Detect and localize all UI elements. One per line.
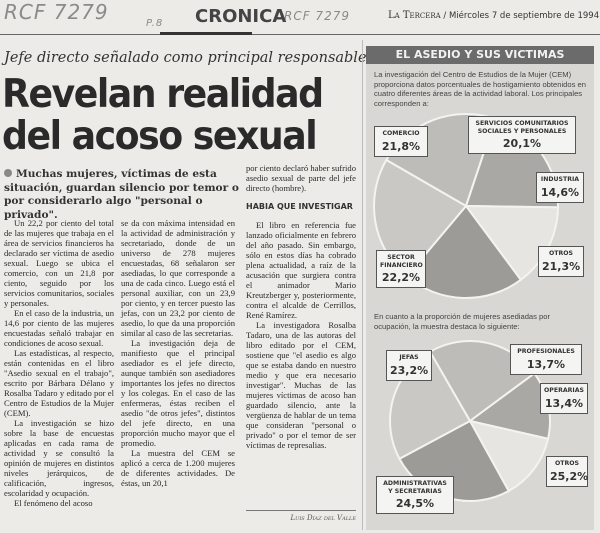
publication-date: / Miércoles 7 de septiembre de 1994 bbox=[443, 11, 600, 21]
deck: Muchas mujeres, víctimas de esta situaci… bbox=[4, 168, 244, 222]
article-column-1: Un 22,2 por ciento del total de las muje… bbox=[4, 218, 114, 508]
pie-slice bbox=[468, 419, 550, 493]
article-column-2: se da con máxima intensidad en la activi… bbox=[121, 218, 235, 488]
slice-label: JEFAS bbox=[399, 354, 419, 361]
paragraph: El fenómeno del acoso bbox=[14, 498, 93, 508]
header-rule bbox=[0, 34, 600, 35]
slice-value: 24,5% bbox=[395, 497, 435, 510]
paragraph: La investigación se hizo sobre la base d… bbox=[4, 418, 114, 498]
slice-value: 25,2% bbox=[550, 469, 589, 483]
pie-label: JEFAS 23,2% bbox=[386, 350, 432, 381]
infographic-intro: La investigación del Centro de Estudios … bbox=[374, 70, 586, 108]
paragraph: se da con máxima intensidad en la activi… bbox=[121, 218, 235, 338]
headline-line: Revelan realidad bbox=[2, 72, 324, 117]
publication-line: La Tercera / Miércoles 7 de septiembre d… bbox=[388, 10, 599, 21]
section-title: CRONICA bbox=[195, 6, 287, 27]
subheading: HABIA QUE INVESTIGAR bbox=[246, 202, 353, 211]
handwritten-page-note: P.8 bbox=[146, 18, 164, 29]
pie-label: INDUSTRIA 14,6% bbox=[536, 172, 584, 203]
headline: Revelan realidad del acoso sexual bbox=[2, 74, 337, 158]
pie-label: OPERARIAS 13,4% bbox=[540, 383, 588, 414]
paragraph: Un 22,2 por ciento del total de las muje… bbox=[4, 218, 114, 308]
infographic-intro: En cuanto a la proporción de mujeres ase… bbox=[374, 312, 551, 331]
pie-label: OTROS 25,2% bbox=[546, 456, 588, 487]
handwritten-note: RCF 7279 bbox=[284, 9, 350, 23]
header-rule-accent bbox=[160, 32, 252, 35]
slice-value: 14,6% bbox=[540, 185, 580, 199]
article-column-3: por ciento declaró haber sufrido asedio … bbox=[246, 163, 356, 450]
slice-label: SERVICIOS COMUNITARIOS SOCIALES Y PERSON… bbox=[475, 120, 569, 135]
bullet-icon bbox=[4, 169, 12, 177]
paragraph: El libro en referencia fue lanzado ofici… bbox=[246, 220, 356, 320]
paragraph: En el caso de la industria, un 14,6 por … bbox=[4, 308, 114, 348]
paragraph: La investigación deja de manifiesto que … bbox=[121, 338, 235, 448]
pie-label: OTROS 21,3% bbox=[538, 246, 584, 277]
infographic-title: EL ASEDIO Y SUS VICTIMAS bbox=[366, 46, 594, 64]
handwritten-note: RCF 7279 bbox=[4, 0, 109, 24]
paragraph: La investigadora Rosalba Tadaro, una de … bbox=[246, 320, 356, 450]
slice-value: 22,2% bbox=[381, 271, 421, 284]
paragraph: por ciento declaró haber sufrido asedio … bbox=[246, 163, 356, 193]
slice-label: OTROS bbox=[549, 250, 573, 257]
pie-label: PROFESIONALES 13,7% bbox=[510, 344, 582, 375]
kicker: Jefe directo señalado como principal res… bbox=[4, 50, 367, 66]
slice-label: INDUSTRIA bbox=[540, 176, 580, 183]
pie-label: COMERCIO 21,8% bbox=[374, 126, 428, 157]
slice-value: 21,8% bbox=[381, 139, 421, 153]
headline-line: del acoso sexual bbox=[2, 114, 318, 159]
slice-value: 13,7% bbox=[526, 357, 566, 371]
pie-label: SERVICIOS COMUNITARIOS SOCIALES Y PERSON… bbox=[468, 116, 576, 154]
slice-label: COMERCIO bbox=[382, 130, 420, 137]
slice-value: 20,1% bbox=[502, 137, 542, 150]
deck-text: Muchas mujeres, víctimas de esta situaci… bbox=[4, 168, 239, 221]
slice-label: PROFESIONALES bbox=[517, 348, 575, 355]
slice-label: SECTOR FINANCIERO bbox=[380, 254, 423, 269]
pie-label: ADMINISTRATIVAS Y SECRETARIAS 24,5% bbox=[376, 476, 454, 514]
paragraph: La muestra del CEM se aplicó a cerca de … bbox=[121, 448, 235, 488]
slice-value: 23,2% bbox=[390, 363, 429, 377]
slice-value: 21,3% bbox=[542, 259, 581, 273]
slice-label: ADMINISTRATIVAS Y SECRETARIAS bbox=[383, 480, 447, 495]
slice-label: OPERARIAS bbox=[544, 387, 584, 394]
slice-value: 13,4% bbox=[544, 396, 584, 410]
publication-name: La Tercera bbox=[388, 10, 441, 21]
pie-label: SECTOR FINANCIERO 22,2% bbox=[376, 250, 426, 288]
paragraph: Las estadísticas, al respecto, están con… bbox=[4, 348, 114, 418]
slice-label: OTROS bbox=[555, 460, 579, 467]
byline: Luis Díaz del Valle bbox=[246, 510, 356, 522]
column-divider bbox=[362, 40, 363, 530]
